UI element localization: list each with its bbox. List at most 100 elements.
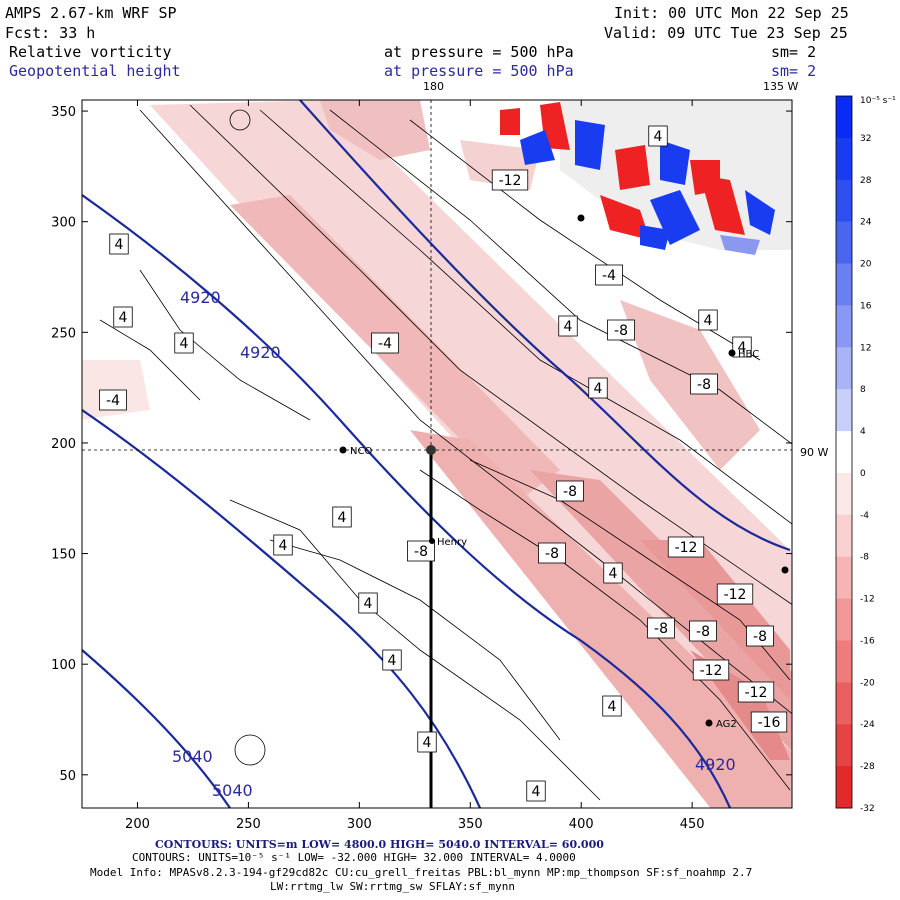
colorbar-segment xyxy=(836,682,852,725)
colorbar-segment xyxy=(836,640,852,683)
height-label: 4920 xyxy=(240,343,281,362)
vorticity-label-box xyxy=(732,336,752,358)
vorticity-label: -4 xyxy=(106,393,120,409)
vorticity-blobs xyxy=(320,100,792,255)
colorbar-tick-label: -8 xyxy=(860,553,869,563)
station-marker xyxy=(705,719,713,727)
x-tick-label: 200 xyxy=(125,817,150,832)
y-tick-label: 250 xyxy=(51,326,76,341)
vorticity-label: 4 xyxy=(115,237,124,253)
vorticity-label: -12 xyxy=(745,685,768,701)
colorbar-segment xyxy=(836,96,852,139)
footer-contours-height: CONTOURS: UNITS=m LOW= 4800.0 HIGH= 5040… xyxy=(155,838,604,851)
vorticity-label-box xyxy=(382,649,402,671)
station-marker xyxy=(339,446,347,454)
vorticity-label: -12 xyxy=(675,540,698,556)
height-label: 4920 xyxy=(695,755,736,774)
colorbar-segment xyxy=(836,221,852,265)
axes: 200 250 300 350 400 450 50 100 150 200 250 300 350 xyxy=(51,100,792,832)
vorticity-label: -8 xyxy=(753,629,767,645)
colorbar-segment xyxy=(836,431,852,474)
vorticity-label: -16 xyxy=(758,715,781,731)
vorticity-label: -12 xyxy=(499,173,522,189)
vorticity-label: 4 xyxy=(594,381,603,397)
colorbar-segment xyxy=(836,766,852,809)
lon-label-180: 180 xyxy=(423,80,444,93)
y-tick-label: 200 xyxy=(51,437,76,452)
vorticity-label-box xyxy=(556,480,584,502)
station-marker xyxy=(728,349,736,357)
colorbar-tick-label: 16 xyxy=(860,301,872,311)
colorbar-tick-label: -16 xyxy=(860,636,875,646)
colorbar-segment xyxy=(836,472,852,516)
vorticity-label-box xyxy=(491,169,529,191)
x-tick-label: 350 xyxy=(458,817,483,832)
colorbar-segment xyxy=(836,389,852,432)
colorbar-tick-label: 20 xyxy=(860,260,872,270)
vorticity-label-box xyxy=(358,592,378,614)
vorticity-label: 4 xyxy=(564,319,573,335)
colorbar-outline xyxy=(835,95,853,809)
model-title: AMPS 2.67-km WRF SP xyxy=(5,4,177,22)
pole-marker xyxy=(426,445,436,455)
station-marker xyxy=(429,538,435,544)
vorticity-label: 4 xyxy=(388,653,397,669)
vorticity-label: 4 xyxy=(364,596,373,612)
vorticity-label-box xyxy=(698,309,718,331)
vorticity-label-box xyxy=(648,125,668,147)
lon-label-135w: 135 W xyxy=(763,80,798,93)
vorticity-label: 4 xyxy=(180,336,189,352)
vorticity-label: -4 xyxy=(602,268,616,284)
vorticity-label-box xyxy=(603,562,623,584)
vorticity-label: 4 xyxy=(654,129,663,145)
vorticity-label: 4 xyxy=(338,510,347,526)
vorticity-label-box xyxy=(371,332,399,354)
vorticity-label-box xyxy=(602,695,622,717)
vorticity-label: -8 xyxy=(697,377,711,393)
vorticity-label: 4 xyxy=(704,313,713,329)
colorbar-tick-label: 4 xyxy=(860,427,866,437)
vorticity-label-box xyxy=(750,711,788,733)
field1-level: at pressure = 500 hPa xyxy=(384,43,574,61)
colorbar-tick-label: 8 xyxy=(860,385,866,395)
vorticity-label: -8 xyxy=(563,484,577,500)
field1-smoothing: sm= 2 xyxy=(771,43,817,61)
colorbar-segment xyxy=(836,514,852,558)
colorbar-tick-label: 32 xyxy=(860,134,871,144)
vorticity-label-box xyxy=(109,233,129,255)
vorticity-label-box xyxy=(332,506,352,528)
colorbar-tick-label: 12 xyxy=(860,343,871,353)
colorbar-tick-label: -20 xyxy=(860,678,875,688)
vorticity-label: 4 xyxy=(423,735,432,751)
vorticity-label-box xyxy=(558,315,578,337)
y-tick-label: 50 xyxy=(59,769,76,784)
vorticity-label-box xyxy=(407,540,435,562)
vorticity-label-box xyxy=(595,264,623,286)
vorticity-label-box xyxy=(588,377,608,399)
vorticity-label-box xyxy=(746,625,774,647)
vorticity-label-box xyxy=(716,583,754,605)
vorticity-label: 4 xyxy=(609,566,618,582)
colorbar-segment xyxy=(836,598,852,641)
colorbar-tick-label: -32 xyxy=(860,804,875,814)
station-label: NCO xyxy=(350,446,372,457)
colorbar-tick-label: 28 xyxy=(860,176,872,186)
station-marker xyxy=(781,566,789,574)
vorticity-label: 4 xyxy=(608,699,617,715)
plot-frame xyxy=(81,99,793,809)
vorticity-label-box xyxy=(273,534,293,556)
vorticity-label-box xyxy=(737,681,775,703)
vorticity-label: 4 xyxy=(119,310,128,326)
vorticity-label-box xyxy=(113,306,133,328)
colorbar-segment xyxy=(836,179,852,223)
field2-name: Geopotential height xyxy=(9,62,181,80)
vorticity-label-box xyxy=(526,780,546,802)
vorticity-label: -8 xyxy=(545,546,559,562)
colorbar-tick-label: -24 xyxy=(860,720,875,730)
vorticity-label: -8 xyxy=(614,323,628,339)
colorbar-tick-label: 24 xyxy=(860,218,872,228)
footer-model-info: Model Info: MPASv8.2.3-194-gf29cd82c CU:… xyxy=(90,866,753,879)
colorbar-tick-label: -28 xyxy=(860,762,875,772)
height-label: 4920 xyxy=(180,288,221,307)
